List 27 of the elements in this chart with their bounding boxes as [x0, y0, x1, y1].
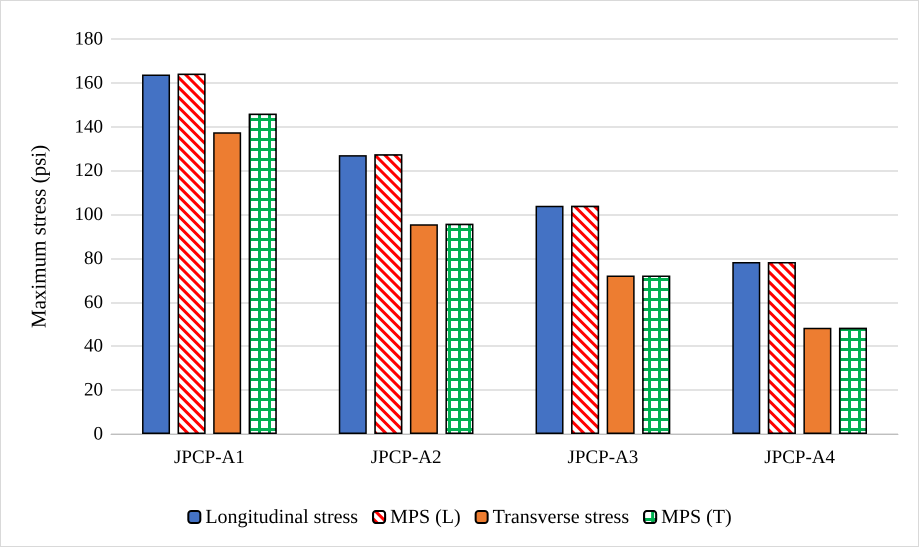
y-tick-label: 120: [74, 160, 103, 182]
bar: [410, 224, 438, 434]
y-tick-label: 60: [84, 292, 103, 313]
x-tick-label: JPCP-A2: [370, 447, 442, 468]
bar: [803, 328, 832, 434]
x-tick-label: JPCP-A1: [174, 447, 245, 468]
y-axis-title: Maximum stress (psi): [26, 144, 50, 328]
x-tick-label: JPCP-A4: [764, 447, 836, 468]
y-tick-label: 40: [84, 336, 103, 357]
y-tick-label: 80: [84, 248, 103, 269]
bar: [338, 155, 367, 434]
y-tick-label: 140: [74, 116, 103, 138]
legend-label: Transverse stress: [492, 506, 630, 528]
bar: [606, 276, 635, 434]
bar: [536, 206, 564, 434]
bar: [732, 262, 760, 434]
legend-label: MPS (L): [390, 506, 461, 528]
legend-label: MPS (T): [661, 506, 732, 528]
y-tick-label: 0: [94, 424, 103, 444]
bar: [213, 132, 242, 434]
y-tick-label: 100: [74, 204, 103, 226]
y-tick-label: 20: [84, 380, 103, 401]
x-tick-label: JPCP-A3: [568, 447, 638, 468]
legend-label: Longitudinal stress: [205, 506, 358, 528]
y-tick-label: 180: [74, 28, 103, 50]
y-tick-label: 160: [74, 72, 103, 94]
bar: [142, 74, 170, 434]
